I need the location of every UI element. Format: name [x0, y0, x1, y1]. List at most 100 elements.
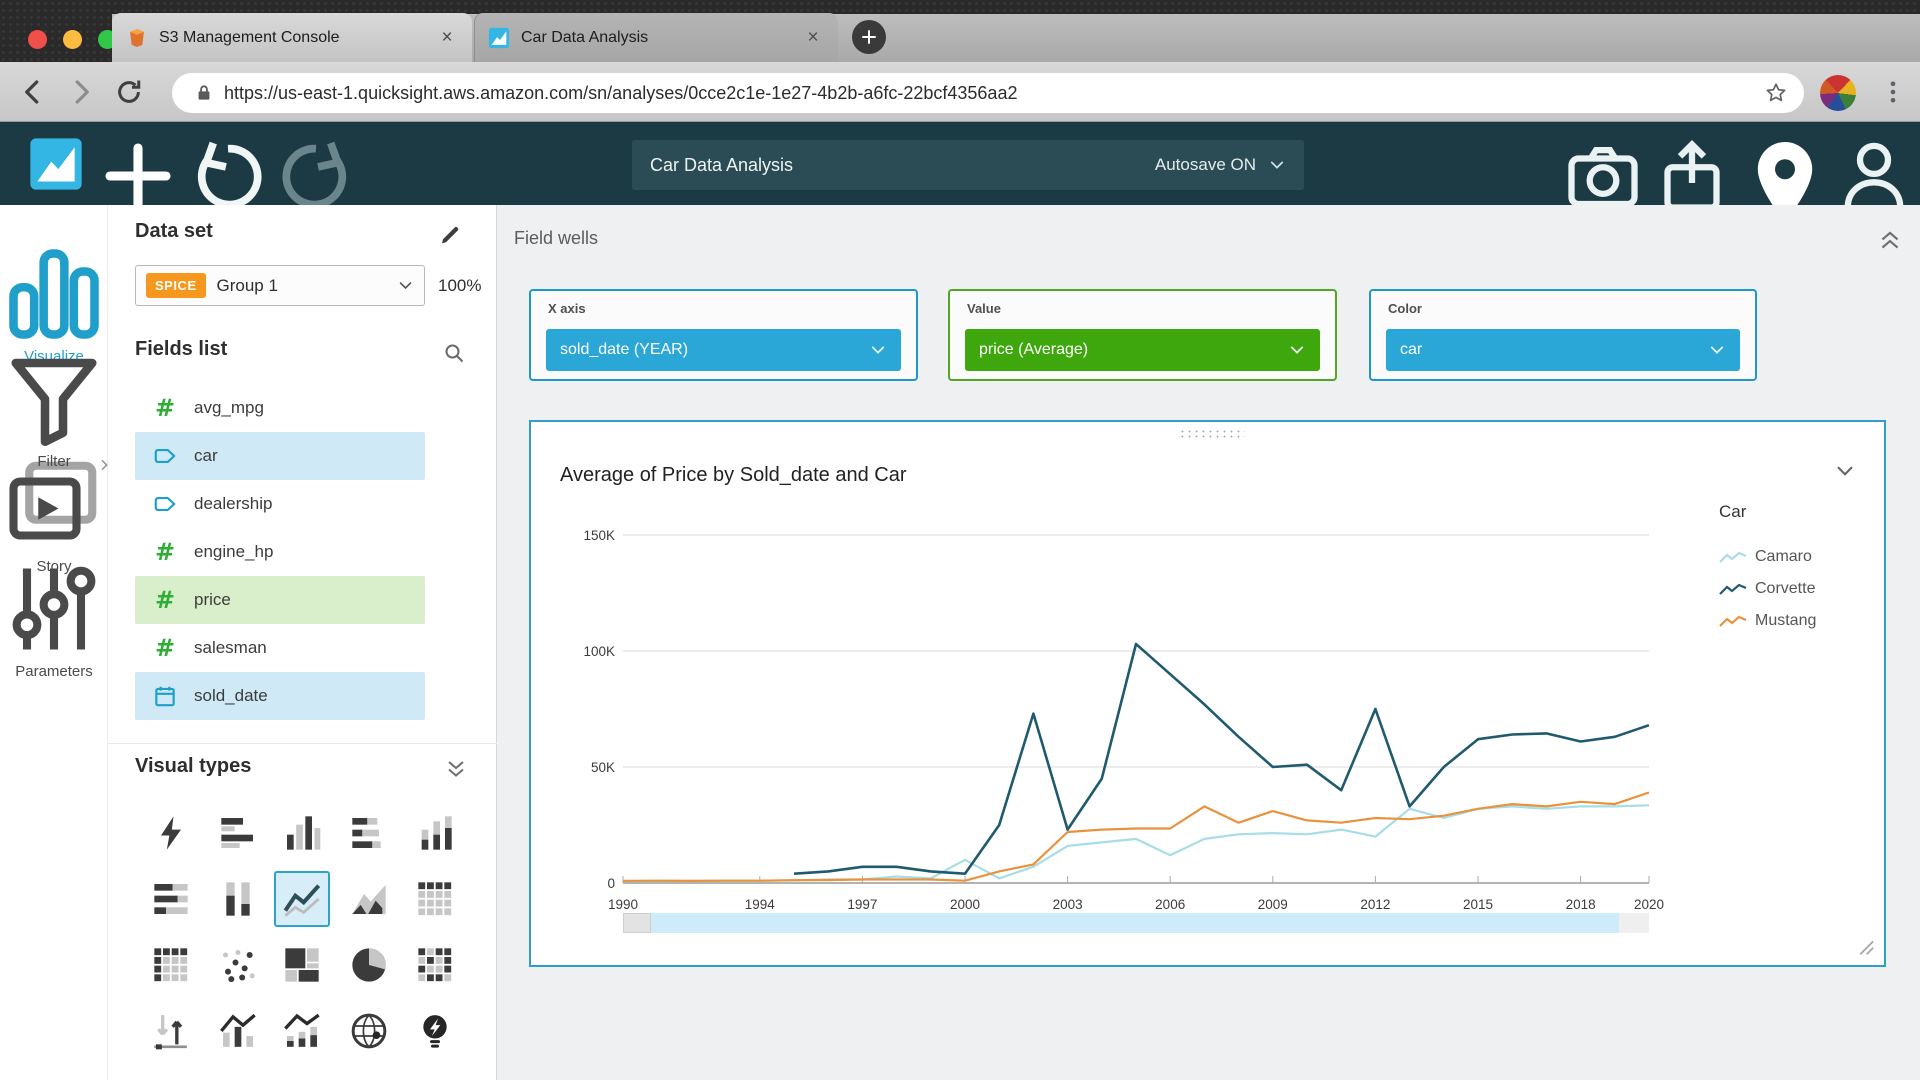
tab-s3-console[interactable]: S3 Management Console × [112, 13, 472, 62]
double-chevron-down-icon[interactable] [444, 757, 468, 781]
visual-types-heading: Visual types [135, 755, 252, 777]
visual-type-area-icon[interactable] [341, 871, 397, 927]
sidebar-item-parameters[interactable]: Parameters [0, 555, 108, 680]
number-field-icon: # [154, 538, 176, 566]
field-item-avg_mpg[interactable]: # avg_mpg [135, 384, 425, 432]
well-field-value: car [1400, 341, 1423, 358]
browser-profile-avatar[interactable] [1820, 75, 1856, 111]
visual-type-heatmap-icon[interactable] [407, 937, 463, 993]
url-text[interactable]: https://us-east-1.quicksight.aws.amazon.… [224, 82, 1018, 103]
field-item-salesman[interactable]: # salesman [135, 624, 425, 672]
visual-type-bar-h-icon[interactable] [210, 805, 266, 861]
series-line-mustang[interactable] [622, 791, 1650, 882]
pencil-icon[interactable] [438, 223, 462, 247]
chevron-down-icon[interactable] [1288, 341, 1306, 359]
visual-type-stacked-h-icon[interactable] [341, 805, 397, 861]
field-item-price[interactable]: # price [135, 576, 425, 624]
visual-type-100-v-icon[interactable] [210, 871, 266, 927]
visual-type-table-icon[interactable] [407, 871, 463, 927]
chevron-down-icon[interactable] [1268, 156, 1286, 174]
dataset-selector[interactable]: SPICE Group 1 [135, 265, 425, 306]
y-axis-tick-label: 0 [607, 876, 615, 891]
quicksight-icon [488, 27, 510, 49]
well-field-pill[interactable]: price (Average) [965, 329, 1320, 371]
scrubber-selected-range[interactable] [651, 913, 1619, 933]
drag-handle[interactable] [1179, 429, 1245, 438]
visual-type-line-icon[interactable] [274, 871, 330, 927]
visual-type-waterfall-icon[interactable] [143, 1003, 199, 1059]
autosave-toggle[interactable]: Autosave ON [1154, 155, 1256, 174]
camera-icon [1561, 134, 1645, 218]
visual-type-pivot-icon[interactable] [143, 937, 199, 993]
field-name: sold_date [194, 686, 268, 705]
field-well-value[interactable]: Value price (Average) [948, 289, 1337, 381]
bookmark-star-icon[interactable] [1764, 81, 1788, 105]
story-icon [0, 450, 108, 558]
browser-menu-icon[interactable] [1879, 78, 1907, 106]
double-chevron-up-icon[interactable] [1877, 227, 1903, 253]
plus-icon [860, 28, 878, 46]
visual-menu-chevron-icon[interactable] [1834, 460, 1856, 482]
visual-title: Average of Price by Sold_date and Car [560, 464, 907, 486]
analysis-title-bar[interactable]: Car Data Analysis Autosave ON [632, 140, 1304, 190]
fields-list-heading: Fields list [135, 338, 228, 360]
visual-type-pie-icon[interactable] [341, 937, 397, 993]
visual-type-treemap-icon[interactable] [274, 937, 330, 993]
visual-type-combo-stacked-icon[interactable] [274, 1003, 330, 1059]
person-icon [1832, 134, 1916, 218]
field-well-x-axis[interactable]: X axis sold_date (YEAR) [529, 289, 918, 381]
field-item-car[interactable]: car [135, 432, 425, 480]
undo-icon [186, 134, 270, 218]
visual-type-flash-icon[interactable] [143, 805, 199, 861]
y-axis-tick-label: 150K [583, 528, 615, 543]
date-range-scrubber[interactable] [623, 913, 1649, 933]
legend-item-camaro[interactable]: Camaro [1719, 548, 1879, 566]
well-field-pill[interactable]: sold_date (YEAR) [546, 329, 901, 371]
chevron-down-icon[interactable] [1708, 341, 1726, 359]
x-axis-tick-label: 2020 [1634, 897, 1664, 912]
reload-button[interactable] [114, 77, 144, 107]
quicksight-logo-icon[interactable] [28, 136, 84, 192]
series-line-corvette[interactable] [793, 642, 1650, 875]
back-button[interactable] [18, 77, 48, 107]
x-axis-tick-label: 1990 [608, 897, 638, 912]
close-window-button[interactable] [28, 30, 47, 49]
visual-type-bar-v-icon[interactable] [274, 805, 330, 861]
well-label: Color [1388, 301, 1422, 316]
field-item-dealership[interactable]: dealership [135, 480, 425, 528]
legend-line-icon [1719, 615, 1747, 627]
field-item-engine_hp[interactable]: # engine_hp [135, 528, 425, 576]
field-item-sold_date[interactable]: sold_date [135, 672, 425, 720]
window-controls[interactable] [28, 30, 117, 49]
close-icon[interactable]: × [807, 26, 819, 48]
resize-handle-icon[interactable] [1853, 934, 1875, 956]
field-name: dealership [194, 494, 273, 513]
legend-item-corvette[interactable]: Corvette [1719, 580, 1879, 598]
minimize-window-button[interactable] [63, 30, 82, 49]
search-icon[interactable] [442, 341, 466, 365]
field-name: avg_mpg [194, 398, 264, 417]
legend-title: Car [1719, 502, 1747, 521]
redo-icon [274, 134, 358, 218]
panel-collapse-notch[interactable] [96, 457, 112, 491]
visual-type-scatter-icon[interactable] [210, 937, 266, 993]
visual-type-100-h-icon[interactable] [143, 871, 199, 927]
series-line-camaro[interactable] [622, 804, 1650, 883]
new-tab-button[interactable] [852, 20, 886, 54]
legend-line-icon [1719, 583, 1747, 595]
field-well-color[interactable]: Color car [1369, 289, 1757, 381]
visual-type-stacked-v-icon[interactable] [407, 805, 463, 861]
visual-container[interactable]: Average of Price by Sold_date and Car Ca… [529, 420, 1886, 967]
scrubber-left-handle[interactable] [623, 913, 651, 933]
close-icon[interactable]: × [441, 26, 453, 48]
visual-type-insight-icon[interactable] [407, 1003, 463, 1059]
sidebar-item-story[interactable]: Story [0, 450, 108, 575]
chevron-down-icon[interactable] [869, 341, 887, 359]
legend-item-mustang[interactable]: Mustang [1719, 612, 1879, 630]
tab-car-data-analysis[interactable]: Car Data Analysis × [474, 13, 838, 62]
visual-type-map-icon[interactable] [341, 1003, 397, 1059]
visual-type-combo-icon[interactable] [210, 1003, 266, 1059]
well-field-pill[interactable]: car [1386, 329, 1740, 371]
address-bar[interactable]: https://us-east-1.quicksight.aws.amazon.… [172, 73, 1804, 113]
forward-button[interactable] [66, 77, 96, 107]
